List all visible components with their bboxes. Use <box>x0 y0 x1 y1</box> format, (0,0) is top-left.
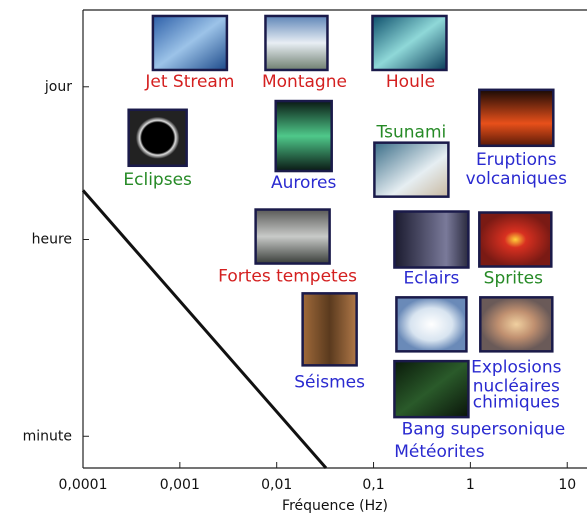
item-label: Tsunami <box>376 123 447 143</box>
photo <box>254 208 331 265</box>
item-label: volcaniques <box>466 169 567 189</box>
item-label: Eclairs <box>404 269 460 289</box>
photo <box>373 141 450 198</box>
photo <box>479 296 554 353</box>
photo <box>478 211 553 268</box>
photo <box>393 359 470 419</box>
item-label: Explosions <box>471 357 561 377</box>
photo <box>478 88 555 148</box>
x-tick-label: 0,0001 <box>59 477 108 493</box>
x-tick-label: 0,001 <box>160 477 200 493</box>
photo <box>264 14 329 72</box>
y-tick-label: jour <box>44 79 72 95</box>
item-label: nucléaires <box>473 376 560 396</box>
photo <box>301 292 358 367</box>
item-label: Aurores <box>271 173 336 193</box>
photo <box>395 296 468 353</box>
item-label: Eclipses <box>123 170 192 190</box>
item-label: chimiques <box>473 392 560 412</box>
x-tick-label: 1 <box>466 477 475 493</box>
item-label: Bang supersonique <box>402 419 566 439</box>
item-label: Séismes <box>294 372 365 392</box>
item-label: Eruptions <box>476 150 557 170</box>
item-label: Météorites <box>394 442 484 462</box>
item-label: Sprites <box>484 269 543 289</box>
y-tick-label: heure <box>32 232 72 248</box>
photo <box>151 14 229 72</box>
period-line <box>81 189 328 469</box>
photo <box>393 210 470 269</box>
x-tick-label: 10 <box>558 477 576 493</box>
x-axis-label: Fréquence (Hz) <box>282 498 388 514</box>
x-tick-label: 0,1 <box>362 477 384 493</box>
y-tick-label: minute <box>23 428 72 444</box>
item-label: Jet Stream <box>144 72 234 92</box>
item-label: Montagne <box>262 72 347 92</box>
photo <box>127 108 188 168</box>
photo <box>274 99 333 173</box>
item-label: Fortes tempetes <box>218 267 357 287</box>
item-label: Houle <box>386 72 435 92</box>
x-tick-label: 0,01 <box>261 477 292 493</box>
photo <box>371 14 448 72</box>
